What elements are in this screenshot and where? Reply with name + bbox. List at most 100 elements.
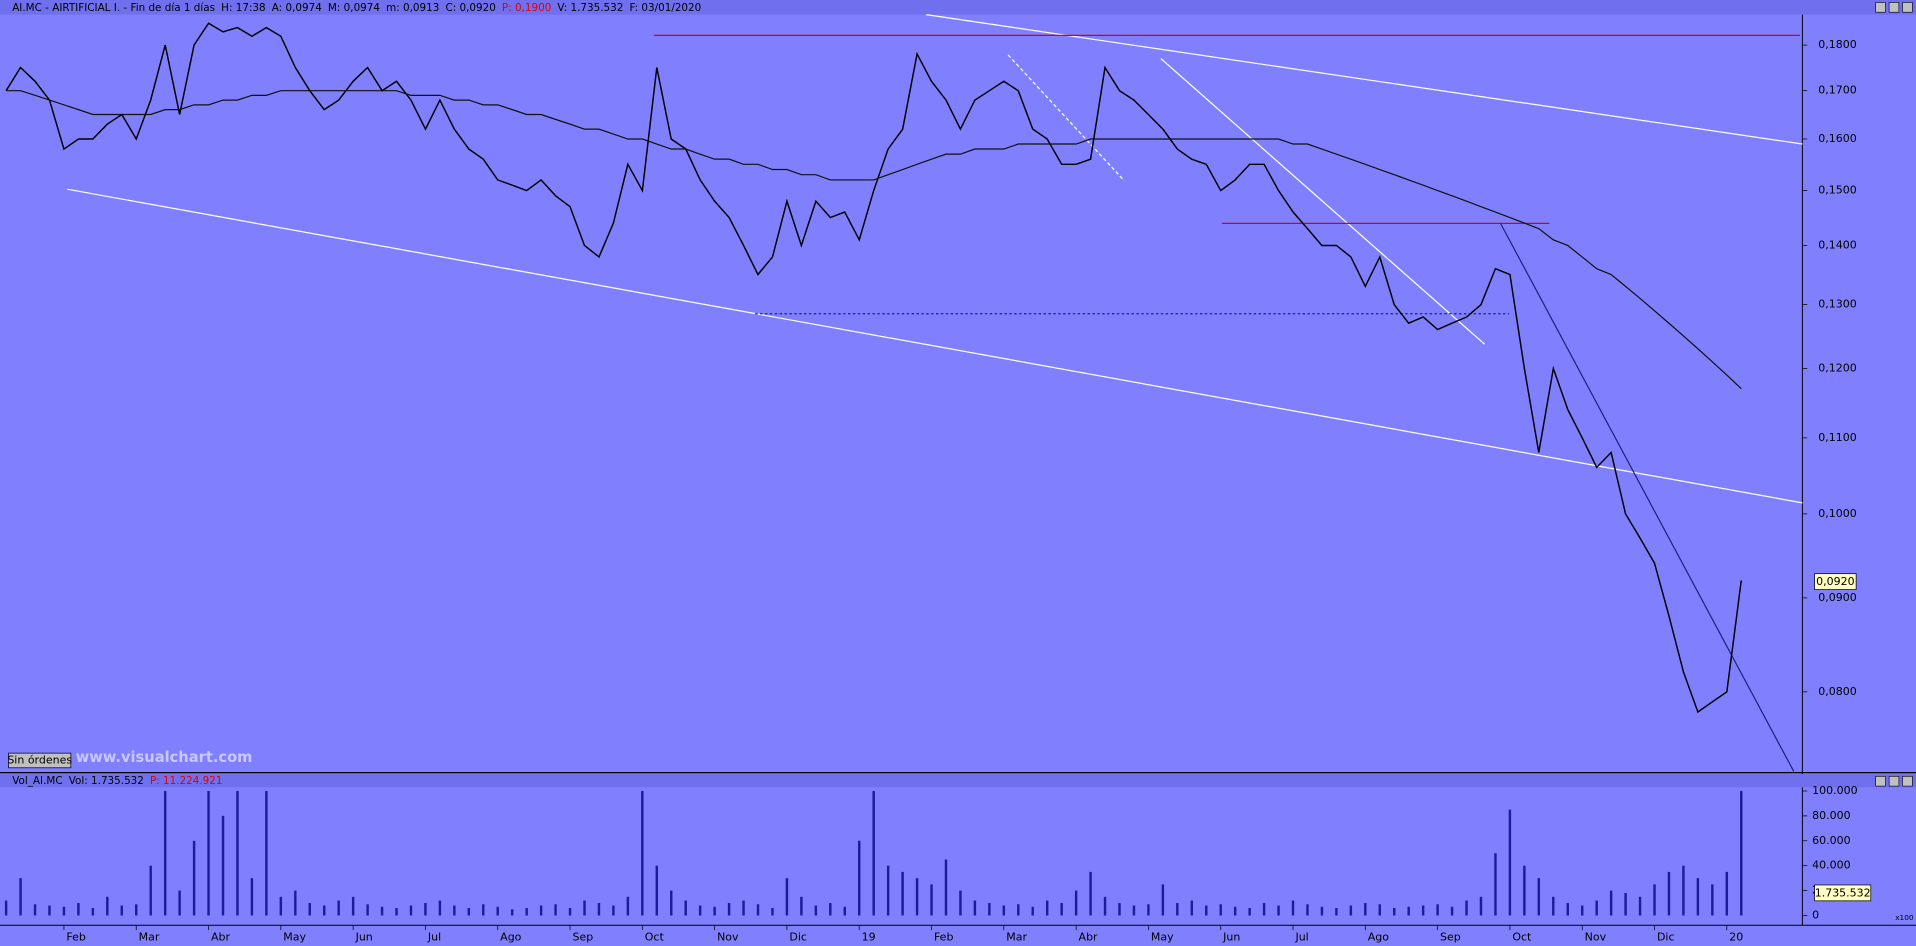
volume-header-fields: Vol_AI.MC Vol: 1.735.532 P: 11.224.921 (12, 775, 222, 787)
x-tick-label: May (1151, 930, 1174, 943)
volume-bar (568, 908, 572, 916)
last-volume: 1.735.532 (1815, 887, 1871, 900)
volume-bar (163, 790, 167, 916)
close-button[interactable] (1902, 2, 1913, 13)
x-tick-label: Jun (1222, 930, 1240, 943)
volume-bar (77, 903, 80, 916)
volume-bar (1147, 904, 1150, 916)
header-field: Vol: 1.735.532 (69, 775, 144, 787)
y-tick-label: 0,1700 (1818, 84, 1856, 97)
volume-bar (19, 878, 22, 916)
volume-bar (510, 909, 514, 916)
y-tick-label: 0,0900 (1818, 591, 1856, 604)
header-fields: AI.MC - AIRTIFICIAL I. - Fin de día 1 dí… (12, 2, 701, 14)
volume-bar (698, 905, 702, 916)
volume-bar (1233, 906, 1237, 916)
volume-bar (120, 905, 124, 916)
volume-bar (771, 908, 774, 916)
maximize-button[interactable] (1888, 776, 1900, 787)
volume-bar (135, 904, 138, 916)
volume-bar (901, 871, 904, 916)
x-tick-label: Abr (211, 930, 230, 943)
volume-bar (1277, 905, 1280, 916)
trendline (926, 14, 1803, 145)
volume-bar (279, 896, 283, 916)
volume-bar (872, 790, 875, 916)
volume-bar (1696, 878, 1700, 916)
y-tick-label: 0,1500 (1818, 183, 1856, 196)
volume-bar (496, 906, 499, 916)
x-tick-label: 20 (1729, 930, 1743, 943)
volume-bar (1624, 893, 1627, 916)
volume-bar (1291, 900, 1295, 916)
volume-bar (684, 900, 687, 916)
close-button[interactable] (1902, 776, 1913, 787)
x-tick-label: Oct (1512, 930, 1532, 943)
header-field: F: 03/01/2020 (629, 2, 701, 14)
volume-bar (829, 903, 832, 916)
minimize-button[interactable] (1875, 2, 1886, 13)
volume-bar (843, 906, 846, 916)
volume-bar (1667, 871, 1671, 916)
volume-bar (1407, 906, 1410, 916)
x-tick-label: Nov (1585, 930, 1607, 943)
volume-bar (1494, 853, 1497, 916)
volume-bar (1089, 871, 1092, 916)
volume-tick-label: 40.000 (1812, 859, 1850, 872)
volume-bar (380, 906, 384, 916)
volume-bar (1711, 884, 1714, 916)
header-field: Vol_AI.MC (12, 775, 62, 787)
y-tick-label: 0,0800 (1818, 685, 1856, 698)
volume-bar (800, 896, 803, 916)
x-tick-label: Feb (934, 930, 953, 943)
header-field: m: 0,0913 (386, 2, 439, 14)
volume-bar (641, 790, 644, 916)
volume-bar (409, 905, 413, 916)
volume-bar (438, 900, 442, 916)
orders-button[interactable] (8, 752, 72, 769)
volume-bar (4, 900, 8, 916)
orders-button-label[interactable]: Sin órdenes (7, 753, 72, 766)
volume-bar (236, 790, 239, 916)
volume-bar (424, 903, 427, 916)
x-tick-label: Jun (355, 930, 373, 943)
volume-bar (1465, 900, 1468, 916)
volume-bar (930, 884, 933, 916)
maximize-button[interactable] (1888, 2, 1900, 13)
volume-bar (1378, 904, 1381, 916)
x-tick-label: Sep (1440, 930, 1461, 943)
x-tick-label: Jul (427, 930, 441, 943)
volume-bar (467, 908, 471, 916)
volume-bar (1045, 900, 1049, 916)
x-tick-label: Ago (500, 930, 521, 943)
last-price-box (1814, 573, 1857, 590)
header-field: P: 0,1900 (502, 2, 551, 14)
x-tick-label: Jul (1294, 930, 1308, 943)
trendline (1160, 58, 1486, 345)
volume-bar (1682, 865, 1685, 916)
volume-bar (1205, 905, 1208, 916)
volume-bar (1638, 896, 1642, 916)
volume-bar (149, 865, 152, 916)
volume-bar (1132, 905, 1136, 916)
volume-bar (1523, 865, 1526, 916)
volume-bar (1725, 871, 1729, 916)
volume-bar (670, 890, 673, 916)
volume-bar (1740, 790, 1743, 916)
volume-bar (525, 908, 528, 916)
volume-bar (91, 908, 95, 916)
volume-bar (1248, 908, 1251, 916)
y-tick-label: 0,1800 (1818, 38, 1856, 51)
volume-bar (482, 904, 485, 916)
y-tick-label: 0,1400 (1818, 239, 1856, 252)
minimize-button[interactable] (1875, 776, 1886, 787)
volume-bar (713, 906, 716, 916)
volume-bar (1566, 903, 1569, 916)
volume-bar (48, 905, 51, 916)
volume-tick-label: 100.000 (1812, 784, 1857, 797)
x-tick-label: Dic (1657, 930, 1675, 943)
volume-bar (1349, 905, 1353, 916)
volume-bar (351, 896, 355, 916)
